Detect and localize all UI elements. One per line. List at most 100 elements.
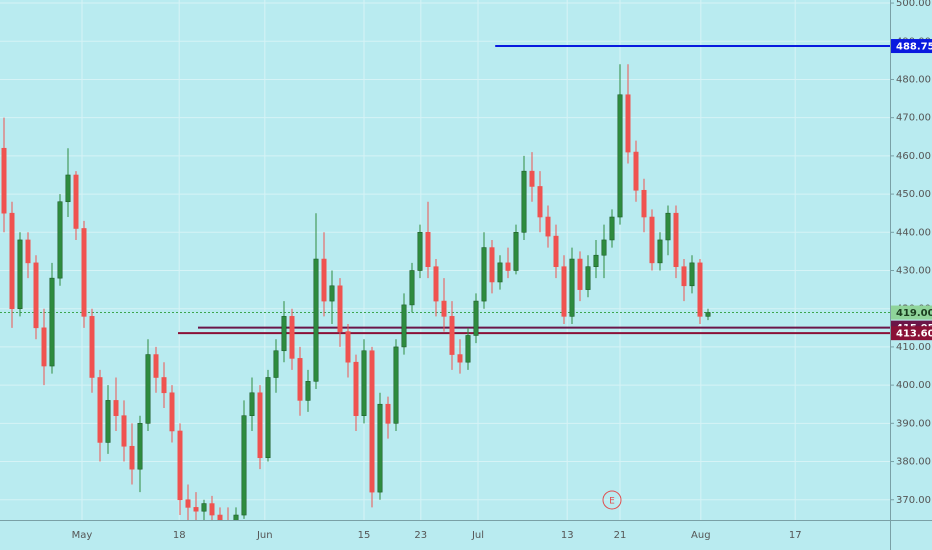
candle-body	[393, 346, 399, 424]
x-tick-label: 18	[173, 530, 186, 541]
price-label: 413.60	[896, 329, 932, 340]
candle	[65, 148, 71, 218]
candle	[297, 346, 303, 416]
candle	[89, 308, 95, 393]
candle	[281, 301, 287, 363]
y-tick-label: 440.00	[896, 227, 931, 238]
candle-body	[345, 331, 351, 363]
candle	[665, 205, 671, 256]
candle-body	[425, 231, 431, 267]
candle-body	[361, 350, 367, 416]
candle-body	[73, 174, 79, 229]
candle-body	[649, 216, 655, 264]
candle	[521, 155, 527, 240]
candle-body	[97, 377, 103, 443]
price-label-box	[891, 326, 932, 341]
x-tick-label: 15	[358, 530, 371, 541]
candle	[193, 492, 199, 520]
candle	[577, 251, 583, 302]
candle-body	[353, 361, 359, 416]
candle-body	[49, 277, 55, 367]
candle-body	[9, 212, 15, 310]
candle-body	[513, 231, 519, 271]
y-tick-label: 500.00	[896, 0, 931, 9]
candle-body	[641, 189, 647, 218]
price-label-box	[891, 305, 932, 320]
candle-body	[497, 262, 503, 283]
candle-body	[449, 316, 455, 355]
candle	[609, 209, 615, 248]
candle-body	[689, 262, 695, 287]
candle	[697, 259, 703, 324]
candle-body	[281, 316, 287, 352]
candle-body	[409, 270, 415, 306]
candle	[81, 220, 87, 328]
candle	[313, 213, 319, 389]
candles	[1, 64, 711, 520]
candle	[73, 171, 79, 240]
y-tick-label: 460.00	[896, 151, 931, 162]
candle-body	[369, 350, 375, 493]
candle-body	[489, 247, 495, 283]
candle-body	[1, 147, 7, 214]
candle-body	[401, 304, 407, 348]
candle-body	[241, 415, 247, 516]
candle-body	[145, 354, 151, 424]
candle	[473, 293, 479, 344]
candle	[145, 339, 151, 431]
candle-body	[217, 514, 223, 520]
candle	[33, 255, 39, 340]
candle	[441, 278, 447, 332]
candle-body	[105, 400, 111, 443]
candle	[489, 239, 495, 294]
candle-body	[41, 327, 47, 367]
candle	[49, 262, 55, 374]
candle	[409, 262, 415, 313]
candle	[641, 178, 647, 233]
candle	[305, 369, 311, 412]
candle-body	[137, 423, 143, 470]
candle	[273, 339, 279, 393]
candle	[233, 507, 239, 520]
candle	[625, 64, 631, 164]
candle-body	[569, 258, 575, 317]
candle	[425, 201, 431, 279]
candle	[329, 270, 335, 324]
x-tick-label: Jun	[256, 530, 273, 541]
candle-body	[57, 201, 63, 279]
candle	[481, 232, 487, 309]
candle-body	[625, 94, 631, 153]
candle	[393, 339, 399, 431]
candle	[153, 346, 159, 393]
candle	[433, 259, 439, 317]
candle	[681, 259, 687, 302]
y-tick-label: 430.00	[896, 266, 931, 277]
candle-body	[681, 266, 687, 287]
candle	[585, 255, 591, 298]
candle	[113, 377, 119, 431]
candle	[385, 396, 391, 439]
candle	[1, 117, 7, 233]
candle-body	[249, 392, 255, 416]
candle	[649, 209, 655, 271]
candle	[513, 224, 519, 275]
candle	[545, 205, 551, 248]
candle-body	[417, 231, 423, 271]
candle	[361, 339, 367, 424]
candle	[169, 385, 175, 443]
candle	[227, 507, 229, 520]
candle-body	[209, 503, 215, 516]
candle-body	[585, 266, 591, 290]
candle-body	[233, 514, 239, 520]
candle-body	[313, 258, 319, 382]
candle-body	[169, 392, 175, 432]
candle-body	[65, 174, 71, 203]
candle-body	[321, 258, 327, 302]
candle	[369, 346, 375, 508]
y-tick-label: 480.00	[896, 74, 931, 85]
candle	[209, 495, 215, 520]
candle-body	[153, 354, 159, 378]
candle	[257, 385, 263, 470]
candle	[17, 232, 23, 317]
candle-body	[441, 300, 447, 317]
